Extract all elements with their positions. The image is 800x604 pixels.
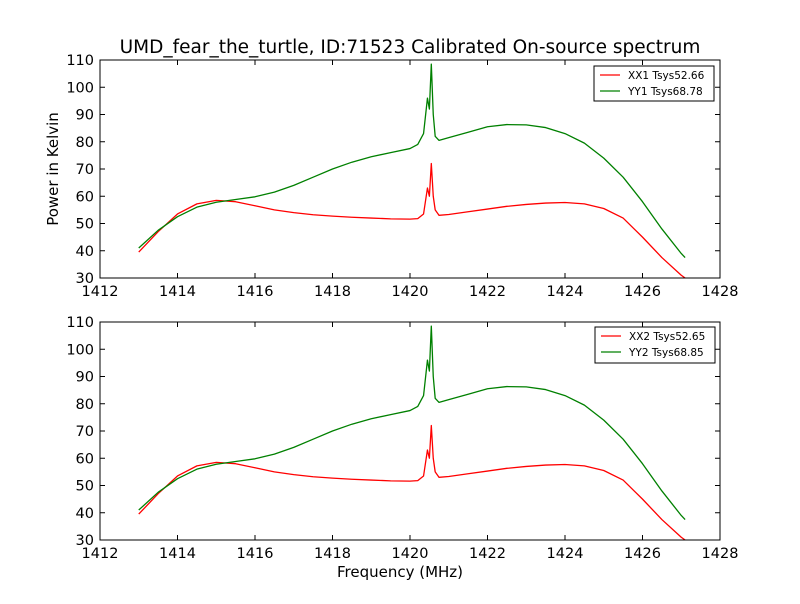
- series-line-xx1: [138, 162, 686, 278]
- x-tick-label: 1418: [314, 546, 351, 562]
- legend-label: YY1 Tsys68.78: [627, 86, 703, 98]
- legend-label: YY2 Tsys68.85: [628, 347, 704, 359]
- x-tick-label: 1414: [159, 546, 196, 562]
- x-tick-label: 1424: [547, 284, 584, 300]
- x-tick-label: 1426: [624, 284, 661, 300]
- y-tick-label: 60: [76, 451, 94, 467]
- y-tick-label: 90: [76, 108, 94, 124]
- y-axis-label: Power in Kelvin: [44, 112, 62, 226]
- series-line-yy2: [138, 325, 686, 521]
- x-tick-label: 1422: [469, 546, 506, 562]
- legend-box: [594, 326, 716, 364]
- y-tick-label: 80: [76, 397, 94, 413]
- subplot-1: 1412 1414 1416 1418 1420 1422 1424 1426 1428 30 40…: [44, 53, 738, 300]
- x-tick-label: 1412: [82, 284, 119, 300]
- legend: XX1 Tsys52.66 YY1 Tsys68.78: [593, 65, 715, 102]
- series-line-yy1: [138, 63, 686, 259]
- legend: XX2 Tsys52.65 YY2 Tsys68.85: [594, 326, 716, 364]
- x-tick-label: 1414: [159, 284, 196, 300]
- y-tick-label: 30: [76, 533, 94, 549]
- subplot-2: 1412 1414 1416 1418 1420 1422 1424 1426 1428 30 40…: [66, 315, 738, 581]
- y-tick-label: 50: [76, 217, 94, 233]
- y-tick-label: 50: [76, 479, 94, 495]
- y-tick-label: 110: [66, 53, 94, 69]
- y-tick-label: 100: [66, 342, 94, 358]
- y-tick-label: 70: [76, 424, 94, 440]
- x-tick-label: 1412: [82, 546, 119, 562]
- y-tick-label: 100: [66, 80, 94, 96]
- x-tick-label: 1422: [469, 284, 506, 300]
- x-tick-label: 1428: [702, 546, 739, 562]
- y-tick-label: 40: [76, 244, 94, 260]
- x-tick-label: 1426: [624, 546, 661, 562]
- y-tick-label: 30: [76, 271, 94, 287]
- y-tick-label: 80: [76, 135, 94, 151]
- x-tick-label: 1420: [392, 546, 429, 562]
- x-tick-label: 1418: [314, 284, 351, 300]
- legend-label: XX2 Tsys52.65: [629, 331, 705, 343]
- figure-title: UMD_fear_the_turtle, ID:71523 Calibrated…: [120, 37, 701, 58]
- y-tick-label: 110: [66, 315, 94, 331]
- y-tick-label: 70: [76, 162, 94, 178]
- x-tick-label: 1416: [237, 546, 274, 562]
- y-tick-label: 40: [76, 506, 94, 522]
- x-tick-label: 1428: [702, 284, 739, 300]
- x-tick-label: 1424: [547, 546, 584, 562]
- y-tick-label: 90: [76, 370, 94, 386]
- y-tick-label: 60: [76, 189, 94, 205]
- x-axis-label: Frequency (MHz): [337, 563, 463, 581]
- legend-label: XX1 Tsys52.66: [628, 70, 705, 82]
- x-tick-label: 1416: [237, 284, 274, 300]
- x-tick-label: 1420: [392, 284, 429, 300]
- legend-box: [593, 65, 715, 102]
- series-line-xx2: [138, 424, 686, 540]
